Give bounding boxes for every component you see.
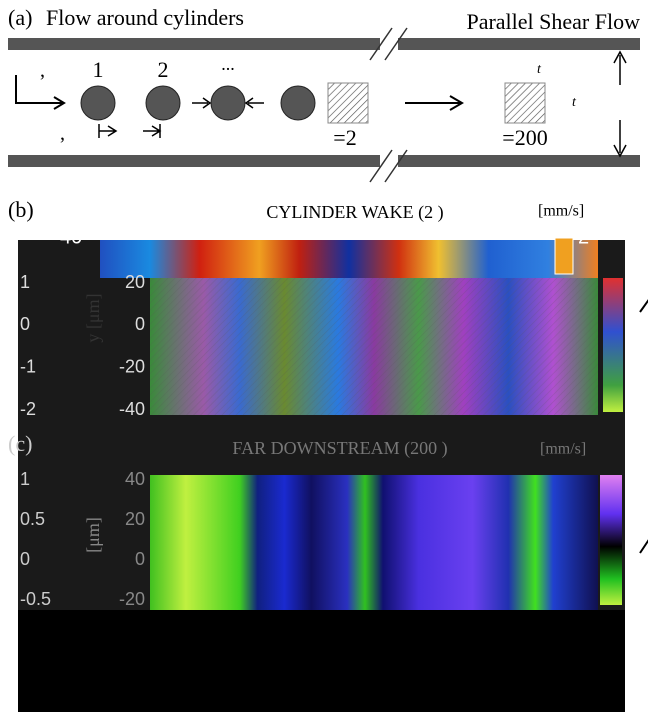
y-tick-label: 20 [125,509,145,529]
heatmap [150,475,598,610]
y-tick-label: -20 [119,356,145,376]
channel-wall [8,38,380,50]
ratio-label: =200 [502,125,547,150]
y-tick-label: 0 [135,314,145,334]
gap-arrow [192,97,264,109]
cylinder [80,85,116,121]
panel-c: (c) FAR DOWNSTREAM (200 ) [mm/s] [μm] 40… [8,415,648,712]
height-arrow [613,50,627,158]
unit-label: [mm/s] [538,203,584,220]
black-region [18,610,625,712]
heatmap-texture [150,278,598,415]
left-tick-label: 1 [20,272,30,292]
channel-wall [398,155,640,167]
y-axis: 20 0 -20 -40 1 0 -1 -2 [20,272,145,419]
y-tick-label: 40 [125,469,145,489]
left-tick-label: 1 [20,469,30,489]
panel-label: (b) [8,197,34,222]
cylinder-label: 1 [93,57,104,82]
channel-wall [8,155,380,167]
overlay-label: 2 [578,226,589,248]
comma: , [40,60,45,82]
t-label: t [537,62,542,77]
hatched-region [504,82,546,124]
y-tick-label: -20 [119,589,145,609]
axes-arrow [15,75,66,110]
spacing-marker [98,124,162,138]
colorbar-marker [554,237,574,275]
channel-wall [398,38,640,50]
cylinder [210,85,246,121]
y-axis-label: [μm] [83,517,103,553]
unit-label: [mm/s] [540,441,586,458]
overlay-label: 40 [60,226,82,248]
cylinder-label: 2 [158,57,169,82]
t-label: t [572,95,577,110]
left-tick-label: 0 [20,314,30,334]
panel-title: Flow around cylinders [46,5,244,30]
y-axis: 40 20 0 -20 1 0.5 0 -0.5 [20,469,145,609]
left-tick-label: -1 [20,356,36,376]
tick-stub [639,299,648,313]
tick-stub [639,539,648,554]
panel-title: CYLINDER WAKE (2 ) [266,202,443,223]
y-tick-label: 20 [125,272,145,292]
colorbar [603,278,623,412]
y-axis-label: y [μm] [83,293,103,342]
panel-title: Parallel Shear Flow [466,9,640,34]
left-tick-label: -2 [20,399,36,419]
panel-a: (a) Flow around cylinders Parallel Shear… [8,5,640,183]
left-tick-label: -0.5 [20,589,51,609]
cylinder-label: ... [221,54,235,74]
ratio-label: =2 [333,125,356,150]
flow-arrow [405,95,464,111]
heatmap-strip [100,240,598,278]
comma: , [60,123,65,145]
left-tick-label: 0 [20,549,30,569]
cylinder [280,85,316,121]
axis-break [369,27,408,183]
panel-label: (a) [8,5,32,30]
panel-title: FAR DOWNSTREAM (200 ) [232,438,447,459]
left-tick-label: 0.5 [20,509,45,529]
y-tick-label: -40 [119,399,145,419]
cylinder [145,85,181,121]
y-tick-label: 0 [135,549,145,569]
colorbar [600,475,622,605]
hatched-region [327,82,369,124]
panel-b: (b) CYLINDER WAKE (2 ) [mm/s] 40 2 y [μm… [8,197,648,419]
panel-label: (c) [8,431,32,456]
